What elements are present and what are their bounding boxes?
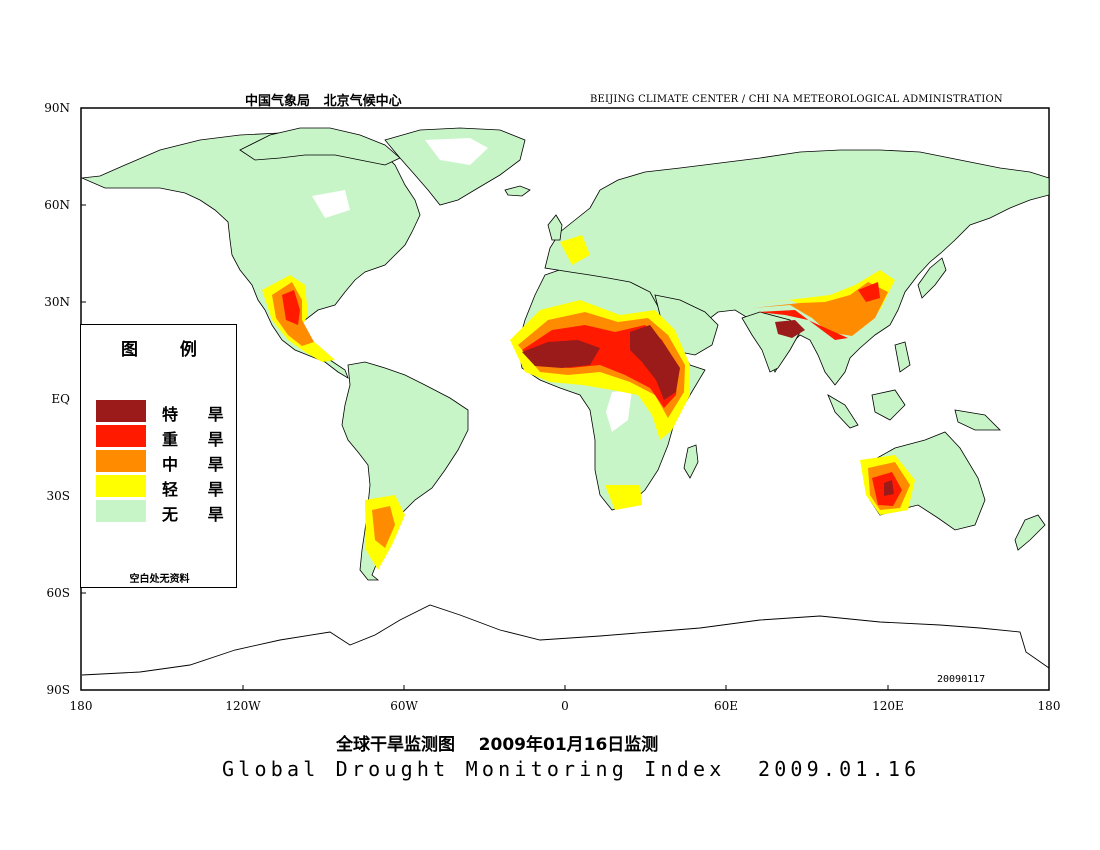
legend-swatch-extreme [96,400,146,422]
legend-item-none: 无 旱 [96,500,226,524]
land-uk [547,214,563,241]
drought-layer [262,235,915,570]
land-philippines [894,341,911,373]
legend-label-light: 轻 旱 [162,480,236,499]
land-madagascar [683,444,699,479]
lon-label-180w: 180 [69,699,93,713]
land-japan [917,257,947,299]
legend-item-severe: 重 旱 [96,425,226,449]
land-new-guinea [954,409,1001,431]
legend-box: 图 例 特 旱 重 旱 中 旱 轻 旱 无 旱 空白处无资料 [80,324,237,588]
legend-item-light: 轻 旱 [96,475,226,499]
lon-label-120w: 120W [225,699,261,713]
land-new-zealand [1014,514,1046,551]
lon-label-0: 0 [561,699,569,713]
lat-label-30n: 30N [44,295,70,309]
legend-label-moderate: 中 旱 [162,455,236,474]
lat-label-30s: 30S [46,489,71,503]
lat-label-90n: 90N [44,101,70,115]
legend-swatch-moderate [96,450,146,472]
lat-label-60s: 60S [46,586,71,600]
lat-label-eq: EQ [51,392,70,406]
date-stamp: 20090117 [937,674,986,685]
header-en: BEIJING CLIMATE CENTER / CHI NA METEOROL… [590,94,1003,105]
lat-label-90s: 90S [46,683,71,697]
legend-title: 图 例 [121,340,207,360]
header-cn: 中国气象局 北京气候中心 [245,94,402,109]
land-borneo [871,389,906,421]
legend-item-extreme: 特 旱 [96,400,226,424]
legend-label-severe: 重 旱 [162,430,236,449]
land-arctic-islands [239,127,401,166]
legend-no-data-note: 空白处无资料 [129,574,190,585]
title-cn: 全球干旱监测图 2009年01月16日监测 [336,735,659,755]
lon-label-60e: 60E [713,699,739,713]
legend-label-extreme: 特 旱 [162,405,236,424]
legend-label-none: 无 旱 [162,505,236,524]
legend-swatch-severe [96,425,146,447]
legend-swatch-none [96,500,146,522]
land-greenland [384,127,526,206]
land-iceland [504,185,531,197]
no-data-layer [312,138,632,432]
lon-label-120e: 120E [872,699,904,713]
lat-label-60n: 60N [44,198,70,212]
lon-label-180e: 180 [1037,699,1061,713]
legend-swatch-light [96,475,146,497]
land-antarctica [81,604,1050,676]
legend-item-moderate: 中 旱 [96,450,226,474]
title-en: Global Drought Monitoring Index 2009.01.… [222,757,921,781]
land-sumatra [827,394,859,429]
lon-label-60w: 60W [390,699,418,713]
